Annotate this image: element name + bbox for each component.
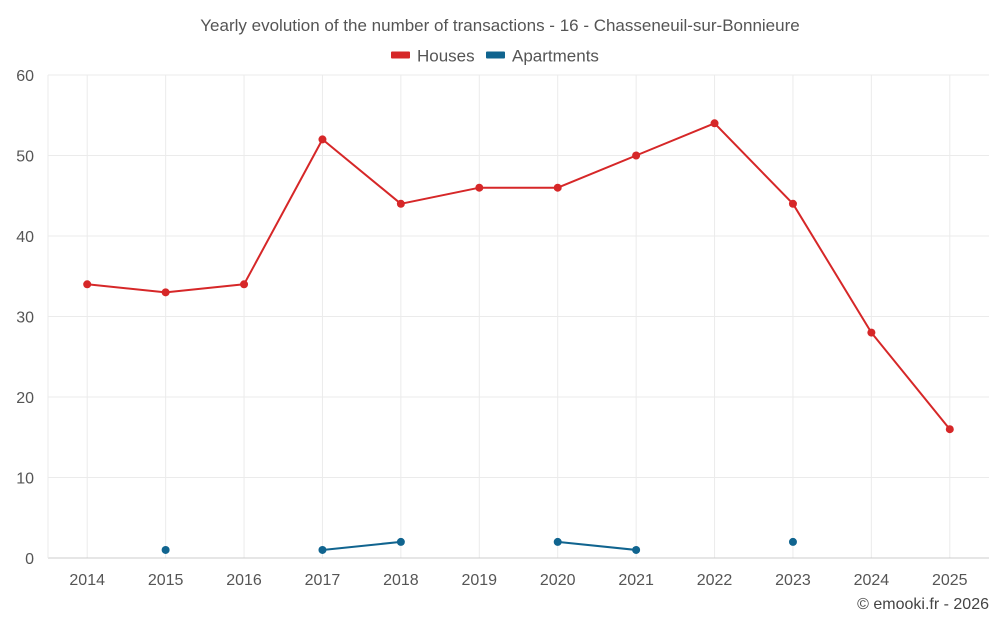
series-apartments <box>161 537 797 554</box>
legend: Houses Apartments <box>391 47 599 66</box>
x-tick-label-2014: 2014 <box>69 572 105 589</box>
y-tick-label: 20 <box>16 390 34 407</box>
data-point-houses-2025[interactable] <box>945 425 954 434</box>
legend-item-houses[interactable]: Houses <box>391 47 475 66</box>
data-point-houses-2024[interactable] <box>867 328 876 337</box>
series-line-apartments <box>557 540 637 551</box>
data-point-houses-2016[interactable] <box>240 280 249 289</box>
grid-lines <box>47 74 989 559</box>
data-point-apartments-2017[interactable] <box>318 545 327 554</box>
data-point-houses-2017[interactable] <box>318 135 327 144</box>
x-tick-label-2022: 2022 <box>697 572 733 589</box>
legend-label: Apartments <box>512 47 599 66</box>
data-point-houses-2023[interactable] <box>788 199 797 208</box>
x-tick-label-2024: 2024 <box>854 572 890 589</box>
data-point-houses-2019[interactable] <box>475 183 484 192</box>
x-axis-ticks: 2014 2015 2016 2017 2018 2019 2020 2021 2022 2023… <box>69 572 967 589</box>
data-point-houses-2014[interactable] <box>83 280 92 289</box>
legend-swatch <box>486 51 505 59</box>
data-point-apartments-2020[interactable] <box>553 537 562 546</box>
credit-text: © emooki.fr - 2026 <box>857 596 989 613</box>
legend-swatch <box>391 51 410 59</box>
y-tick-label: 40 <box>16 229 34 246</box>
data-point-apartments-2021[interactable] <box>632 545 641 554</box>
x-tick-label-2015: 2015 <box>148 572 184 589</box>
data-point-houses-2015[interactable] <box>161 288 170 297</box>
legend-label: Houses <box>417 47 475 66</box>
data-point-houses-2020[interactable] <box>553 183 562 192</box>
y-tick-label: 30 <box>16 310 34 327</box>
data-point-houses-2022[interactable] <box>710 119 719 128</box>
legend-item-apartments[interactable]: Apartments <box>486 47 599 66</box>
series-houses <box>83 119 954 434</box>
series-line-apartments <box>322 540 401 551</box>
data-point-houses-2018[interactable] <box>396 199 405 208</box>
x-tick-label-2025: 2025 <box>932 572 968 589</box>
x-tick-label-2018: 2018 <box>383 572 419 589</box>
series-line-houses <box>87 122 951 430</box>
x-tick-label-2021: 2021 <box>618 572 654 589</box>
chart-title: Yearly evolution of the number of transa… <box>200 16 799 35</box>
data-point-houses-2021[interactable] <box>632 151 641 160</box>
y-tick-label: 0 <box>25 551 34 568</box>
y-tick-label: 50 <box>16 149 34 166</box>
series-layer <box>83 119 954 554</box>
data-point-apartments-2023[interactable] <box>788 537 797 546</box>
x-tick-label-2017: 2017 <box>305 572 341 589</box>
y-axis-ticks: 0 10 20 30 40 50 60 <box>16 68 34 568</box>
x-tick-label-2023: 2023 <box>775 572 811 589</box>
y-tick-label: 60 <box>16 68 34 85</box>
y-tick-label: 10 <box>16 471 34 488</box>
x-tick-label-2016: 2016 <box>226 572 262 589</box>
data-point-apartments-2018[interactable] <box>396 537 405 546</box>
x-tick-label-2020: 2020 <box>540 572 576 589</box>
x-tick-label-2019: 2019 <box>461 572 497 589</box>
data-point-apartments-2015[interactable] <box>161 545 170 554</box>
